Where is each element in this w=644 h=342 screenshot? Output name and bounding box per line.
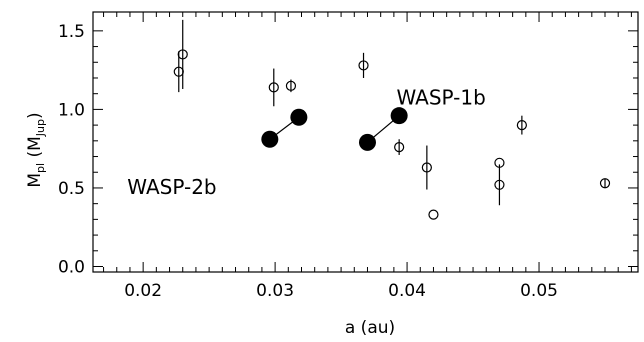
data-point-filled [358, 133, 376, 151]
y-axis-label: Mpl (MJup) [25, 112, 47, 187]
y-tick-label: 0.5 [58, 179, 85, 199]
annotation-label: WASP-2b [127, 175, 216, 199]
axis-ticks: 0.02 0.03 0.04 0.05 0.0 0.5 1.0 1.5 [58, 12, 638, 301]
data-point-open [394, 142, 405, 153]
data-point-open [285, 80, 297, 91]
data-point-filled [261, 130, 279, 148]
data-point-open [358, 60, 369, 71]
annotations: WASP-1b WASP-2b [127, 86, 486, 200]
data-point-open [516, 120, 527, 131]
y-tick-label: 1.5 [58, 22, 85, 42]
data-point-filled [290, 108, 308, 126]
data-point-open [421, 162, 432, 173]
x-axis-label: a (au) [345, 318, 395, 338]
data-point-filled [390, 107, 408, 125]
y-axis-label-main: M [25, 173, 45, 188]
annotation-label: WASP-1b [397, 86, 486, 110]
data-point-open [268, 82, 279, 93]
data-point-open [599, 178, 611, 189]
data-point-open [428, 209, 439, 220]
plot-border [92, 11, 639, 273]
data-point-open [177, 49, 188, 60]
x-tick-label: 0.02 [124, 281, 162, 301]
y-tick-label: 0.0 [58, 258, 85, 278]
y-axis-label-sub: pl [34, 163, 47, 173]
y-axis-label-unit-sub: Jup [34, 119, 47, 137]
plot-frame [92, 11, 639, 273]
data-marks [173, 19, 611, 220]
x-tick-label: 0.03 [256, 281, 294, 301]
x-tick-label: 0.04 [388, 281, 426, 301]
y-axis-label-paren: (M [25, 136, 45, 163]
y-axis-label-close: ) [25, 112, 45, 119]
y-tick-label: 1.0 [58, 100, 85, 120]
data-point-open [494, 179, 505, 190]
x-tick-label: 0.05 [520, 281, 558, 301]
